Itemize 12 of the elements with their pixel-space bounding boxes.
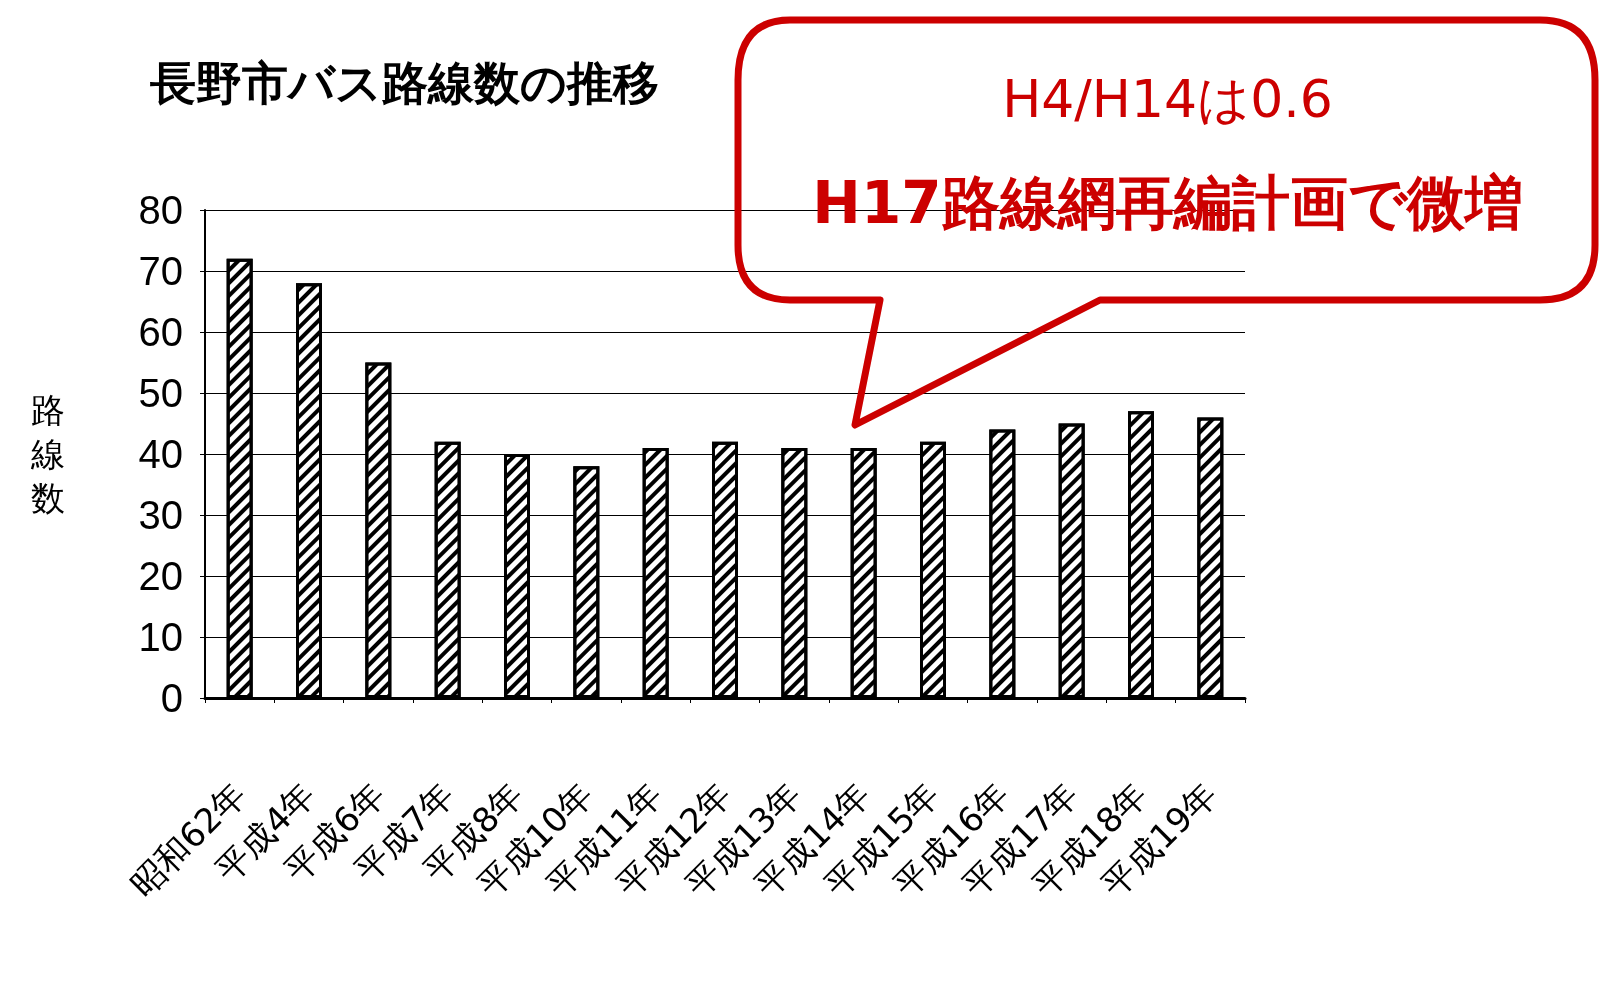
y-tick-label: 0	[160, 676, 183, 720]
y-tick-label: 30	[138, 493, 183, 537]
y-tick-label: 10	[138, 615, 183, 659]
y-tick-label: 40	[138, 432, 183, 476]
y-tick-label: 50	[138, 371, 183, 415]
text: H4/H14は0.6	[1001, 68, 1334, 131]
y-axis-title: 路線数	[30, 390, 65, 518]
y-tick-label: 20	[138, 554, 183, 598]
y-tick-label: 70	[138, 249, 183, 293]
chart-title: 長野市バス路線数の推移	[149, 56, 659, 110]
y-tick-label: 80	[138, 188, 183, 232]
y-tick-label: 60	[138, 310, 183, 354]
